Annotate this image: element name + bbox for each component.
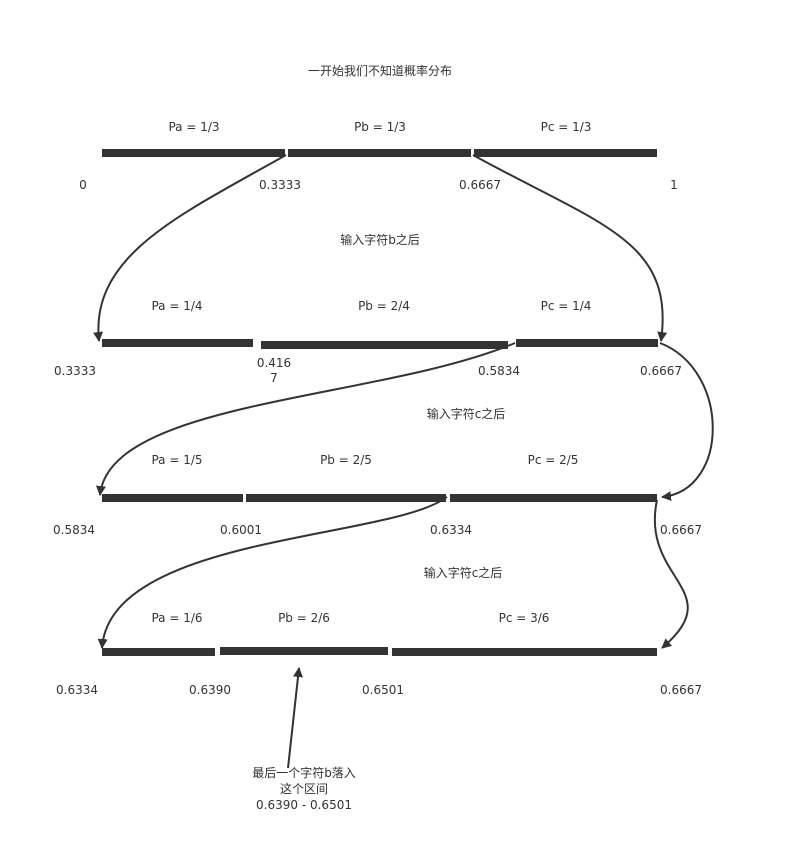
tick-label: 0 [79, 178, 87, 192]
interval-segment-b [288, 149, 471, 157]
tick-label: 0.6667 [660, 683, 702, 697]
prob-label-c: Pc = 1/4 [540, 299, 592, 313]
stage-caption: 输入字符b之后 [340, 233, 420, 247]
interval-segment-a [102, 149, 285, 157]
connector-1-left [93, 154, 287, 342]
prob-label-c: Pc = 2/5 [527, 453, 579, 467]
connector-1-right [472, 154, 668, 342]
tick-label: 0.416 7 [256, 356, 292, 385]
tick-label: 0.6334 [56, 683, 98, 697]
tick-label: 0.6667 [459, 178, 501, 192]
tick-label: 0.6001 [220, 523, 262, 537]
tick-label: 0.6501 [362, 683, 404, 697]
tick-label: 0.5834 [478, 364, 520, 378]
stage-caption: 输入字符c之后 [426, 407, 506, 421]
final-pointer-arrow [287, 667, 303, 769]
final-note-line-3: 0.6390 - 0.6501 [256, 798, 352, 812]
prob-label-a: Pa = 1/5 [151, 453, 203, 467]
tick-label: 0.6667 [660, 523, 702, 537]
interval-segment-a [102, 494, 243, 502]
final-note-line-2: 这个区间 [279, 782, 328, 796]
prob-label-a: Pa = 1/3 [168, 120, 220, 134]
tick-label: 0.6390 [189, 683, 231, 697]
interval-segment-c [516, 339, 658, 347]
prob-label-b: Pb = 1/3 [354, 120, 406, 134]
prob-label-a: Pa = 1/4 [151, 299, 203, 313]
connector-2-right [659, 342, 714, 502]
connector-2-left [95, 342, 516, 496]
interval-segment-a [102, 339, 253, 347]
interval-segment-c [474, 149, 657, 157]
final-interval-note: 最后一个字符b落入 这个区间 0.6390 - 0.6501 [252, 765, 356, 813]
tick-label: 0.6334 [430, 523, 472, 537]
connector-3-left [97, 496, 448, 649]
stage-caption: 输入字符c之后 [423, 566, 503, 580]
prob-label-b: Pb = 2/6 [278, 611, 330, 625]
interval-segment-b [246, 494, 446, 502]
tick-label: 0.6667 [640, 364, 682, 378]
prob-label-b: Pb = 2/4 [358, 299, 410, 313]
interval-segment-a [102, 648, 215, 656]
prob-label-b: Pb = 2/5 [320, 453, 372, 467]
tick-label: 1 [670, 178, 678, 192]
prob-label-c: Pc = 3/6 [498, 611, 550, 625]
interval-segment-b [261, 341, 508, 349]
prob-label-c: Pc = 1/3 [540, 120, 592, 134]
final-note-line-1: 最后一个字符b落入 [252, 766, 356, 780]
tick-label: 0.5834 [53, 523, 95, 537]
connector-3-right [654, 499, 689, 649]
interval-segment-c [450, 494, 657, 502]
diagram-title: 一开始我们不知道概率分布 [307, 64, 453, 78]
interval-segment-b [220, 647, 388, 655]
tick-label: 0.3333 [54, 364, 96, 378]
tick-label: 0.3333 [259, 178, 301, 192]
interval-segment-c [392, 648, 657, 656]
prob-label-a: Pa = 1/6 [151, 611, 203, 625]
